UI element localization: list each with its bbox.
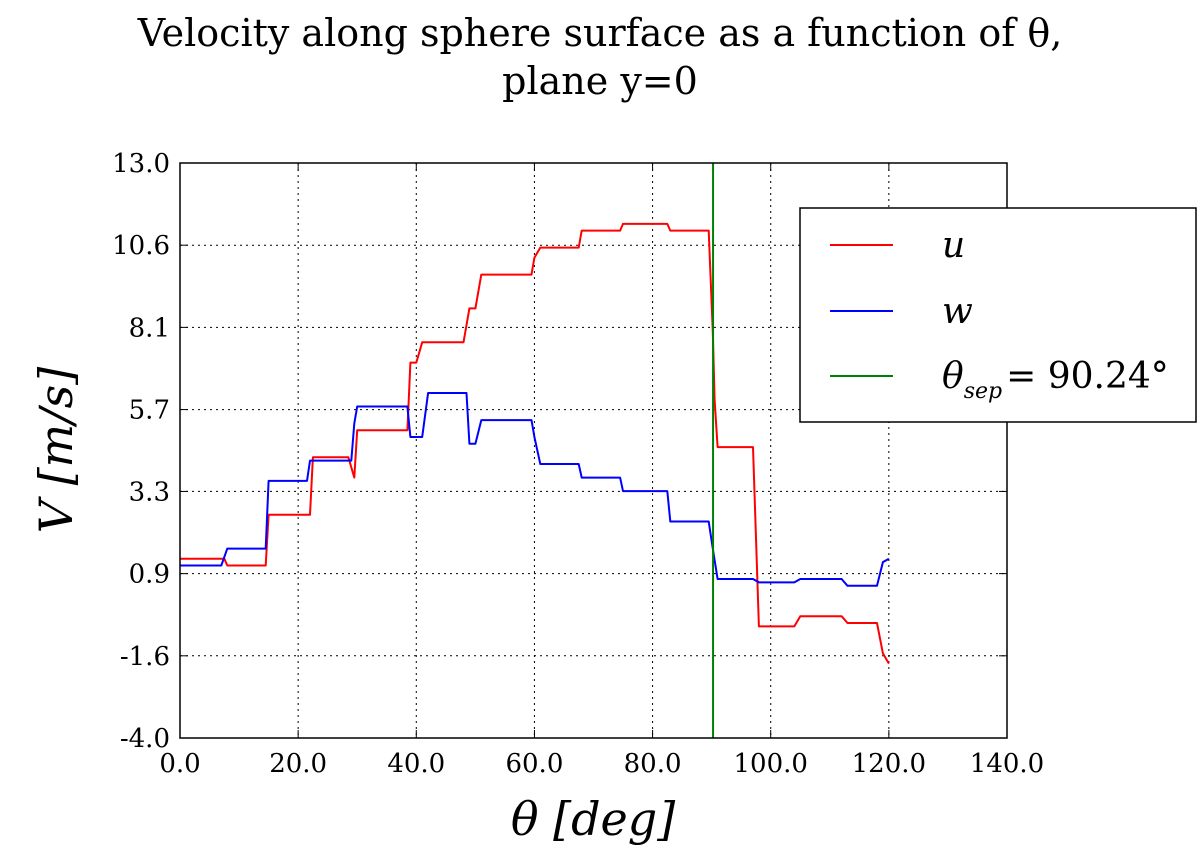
y-tick-label: -1.6 [120,642,170,672]
legend: u w θsep = 90.24° [799,207,1197,423]
legend-label-u: u [942,225,965,266]
legend-box [799,207,1197,423]
x-tick-label: 40.0 [387,749,445,779]
tick-layer: 0.0 20.0 40.0 60.0 80.0 100.0 120.0 140.0 -4.0 -1… [112,149,1044,779]
x-tick-label: 120.0 [852,749,926,779]
y-tick-label: 3.3 [129,477,170,507]
series-line-w [180,392,890,587]
x-tick-label: 0.0 [159,749,200,779]
y-tick-label: 8.1 [129,313,170,343]
x-tick-label: 100.0 [733,749,807,779]
x-tick-label: 80.0 [624,749,682,779]
legend-theta-rest: = 90.24° [1006,356,1169,397]
y-tick-label: 10.6 [112,231,170,261]
plot-layer [180,163,890,738]
chart-title-line-2: plane y=0 [502,59,698,103]
x-axis-label: θ [deg] [511,792,675,846]
x-tick-label: 20.0 [269,749,327,779]
legend-label-w: w [942,291,973,332]
chart-title: Velocity along sphere surface as a funct… [137,11,1063,103]
y-tick-label: -4.0 [120,724,170,754]
legend-theta-sub: sep [964,379,1002,404]
series-line-u [180,222,890,665]
legend-label-theta-sep: θsep = 90.24° [942,356,1169,404]
x-tick-label: 140.0 [970,749,1044,779]
y-axis-label: V [m/s] [29,367,83,534]
y-tick-label: 5.7 [129,396,170,426]
chart-title-line-1: Velocity along sphere surface as a funct… [137,11,1063,55]
y-tick-label: 13.0 [112,149,170,179]
x-tick-label: 60.0 [505,749,563,779]
plot-frame [179,162,1008,739]
legend-theta-main: θ [942,356,964,397]
y-tick-label: 0.9 [129,560,170,590]
